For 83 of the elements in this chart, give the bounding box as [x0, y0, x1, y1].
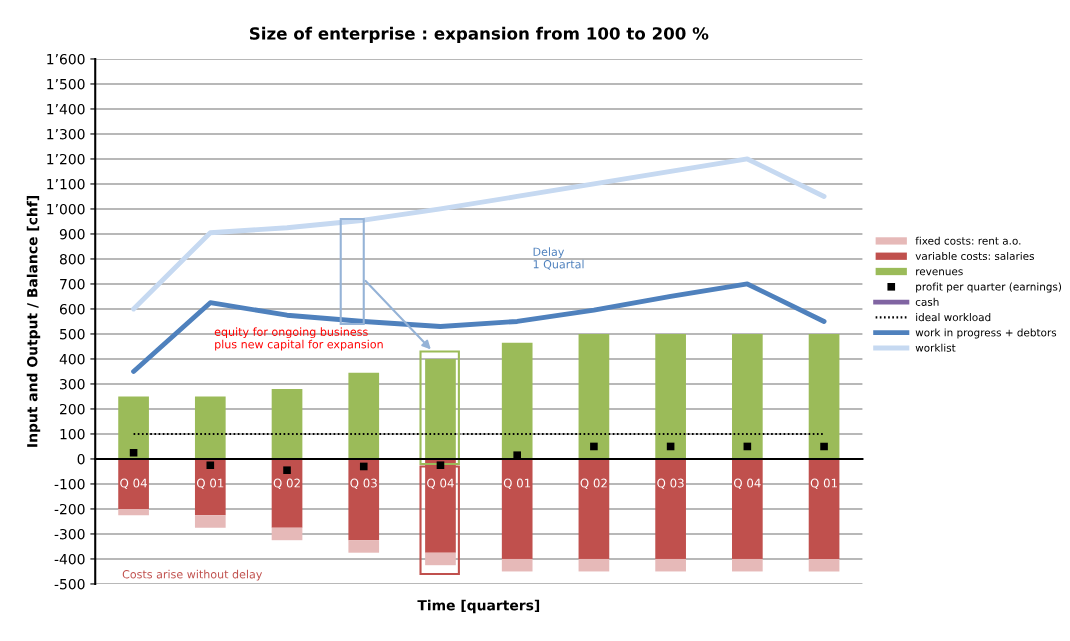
y-tick-label: 200	[60, 403, 85, 415]
line-series	[131, 281, 827, 374]
legend-label: work in progress + debtors	[915, 328, 1057, 339]
x-tick-label: Q 01	[196, 478, 224, 489]
bar	[271, 458, 303, 528]
point	[206, 461, 215, 470]
y-tick-label: 0	[77, 453, 85, 465]
bar	[655, 558, 686, 572]
y-tick-label: 1’600	[47, 53, 85, 65]
x-axis-title: Time [quarters]	[417, 599, 540, 614]
bar	[578, 333, 610, 459]
bar	[501, 458, 533, 559]
point	[820, 442, 828, 451]
legend-label: cash	[915, 297, 939, 306]
legend-label: variable costs: salaries	[915, 251, 1034, 261]
bar	[808, 558, 840, 572]
bar	[348, 372, 380, 459]
y-tick-label: 1’300	[47, 128, 85, 140]
point	[129, 448, 138, 457]
point	[590, 442, 598, 451]
bar	[425, 552, 456, 566]
x-tick-label: Q 01	[810, 478, 837, 489]
y-tick-label: 700	[60, 278, 85, 290]
line-series	[131, 156, 827, 312]
y-tick-label: 500	[60, 328, 85, 340]
x-tick-label: Q 02	[273, 478, 300, 489]
bar	[194, 458, 226, 516]
point	[359, 462, 368, 471]
y-tick-label: -100	[54, 478, 85, 490]
y-tick-label: 1’000	[47, 203, 85, 215]
y-tick-label: -200	[54, 503, 85, 515]
annotation: equity for ongoing business plus new capital for expansion	[214, 327, 383, 351]
bar	[732, 458, 763, 559]
bar	[732, 333, 763, 459]
y-tick-label: 1’200	[47, 153, 85, 165]
x-tick-label: Q 03	[657, 478, 684, 489]
x-tick-label: Q 03	[350, 478, 377, 489]
bar	[808, 333, 840, 459]
bar	[732, 558, 763, 572]
bar	[578, 558, 610, 572]
annotation: Costs arise without delay	[122, 569, 263, 581]
point	[436, 461, 445, 470]
y-tick-label: 600	[59, 303, 85, 315]
y-tick-label: 1’400	[47, 103, 85, 115]
bar	[655, 458, 686, 559]
x-tick-label: Q 02	[580, 478, 607, 489]
bar	[271, 527, 303, 541]
bar	[808, 458, 840, 559]
bar	[118, 396, 149, 459]
y-tick-label: 900	[59, 228, 85, 240]
bar	[578, 458, 610, 559]
legend-label: worklist	[915, 343, 956, 352]
y-axis-title: Input and Output / Balance [chf]	[26, 196, 41, 447]
y-tick-label: 800	[59, 253, 85, 265]
bar	[194, 396, 226, 459]
bar	[348, 540, 380, 553]
x-tick-label: Q 04	[733, 478, 761, 489]
y-tick-label: 1’500	[47, 78, 85, 90]
y-tick-label: -400	[54, 553, 85, 565]
y-tick-label: 400	[59, 353, 85, 365]
y-tick-label: 100	[60, 428, 85, 440]
annotation: Delay 1 Quartal	[533, 247, 584, 270]
x-tick-label: Q 04	[120, 478, 147, 489]
bar	[501, 558, 533, 572]
bar	[194, 515, 226, 528]
point	[283, 466, 291, 475]
legend-label: profit per quarter (earnings)	[916, 282, 1062, 293]
y-tick-label: -300	[54, 528, 85, 540]
bar	[118, 458, 149, 509]
bar	[655, 333, 686, 459]
x-tick-label: Q 01	[503, 478, 531, 489]
bar	[118, 508, 149, 516]
legend-label: revenues	[916, 269, 963, 276]
y-tick-label: 1’100	[47, 178, 85, 190]
bar	[501, 342, 533, 459]
x-tick-label: Q 04	[427, 478, 454, 489]
legend-label: fixed costs: rent a.o.	[915, 236, 1021, 245]
legend-label: ideal workload	[916, 313, 991, 322]
bar	[271, 388, 303, 459]
chart-title: Size of enterprise : expansion from 100 to 200 %	[249, 26, 709, 43]
bar	[348, 458, 380, 541]
y-tick-label: -500	[54, 578, 85, 590]
y-tick-label: 300	[60, 378, 85, 390]
